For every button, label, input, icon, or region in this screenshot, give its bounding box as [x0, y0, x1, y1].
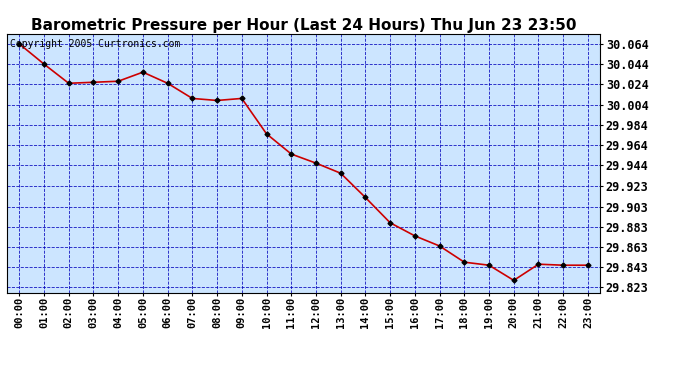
Title: Barometric Pressure per Hour (Last 24 Hours) Thu Jun 23 23:50: Barometric Pressure per Hour (Last 24 Ho…	[31, 18, 576, 33]
Text: Copyright 2005 Curtronics.com: Copyright 2005 Curtronics.com	[10, 39, 180, 49]
